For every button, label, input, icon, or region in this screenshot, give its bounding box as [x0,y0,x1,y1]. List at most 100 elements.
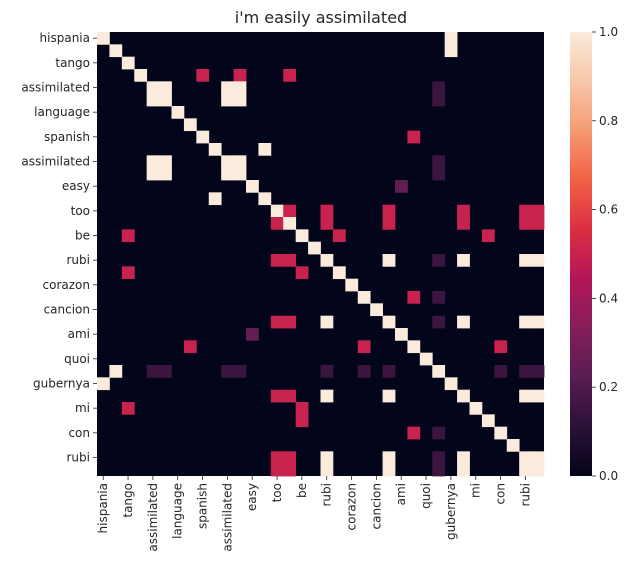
heatmap-cell [457,463,470,477]
heatmap-cell [121,266,135,280]
x-tick-label: be [295,483,309,498]
y-tick-label: language [34,105,90,119]
heatmap-cell [519,315,532,329]
x-tick-label: assimilated [146,483,160,552]
y-tick-label: gubernya [33,377,90,391]
heatmap-cell [246,180,259,193]
heatmap-cell [146,155,160,169]
heatmap-cell [146,93,160,107]
heatmap-cell [370,303,383,317]
heatmap-cell [432,365,446,378]
heatmap-cell [320,365,334,378]
heatmap-cell [407,340,421,354]
y-tick-label: con [68,426,90,440]
heatmap-cell [270,451,284,465]
heatmap-cell [432,81,446,95]
heatmap-cell [519,217,532,230]
heatmap-cell [221,93,234,107]
heatmap-cell [283,217,297,230]
heatmap-cell [531,389,545,403]
x-tick-label: mi [469,483,483,498]
x-tick-label: easy [245,483,259,511]
heatmap-cell [519,389,532,403]
heatmap-cell [457,217,470,230]
heatmap-cell [295,402,309,415]
heatmap-cell [531,217,545,230]
heatmap-cell [183,340,197,354]
x-tick-label: hispania [96,483,110,533]
heatmap-cell [444,32,458,45]
heatmap-cell [382,389,396,403]
heatmap-cell [159,365,172,378]
x-tick-label: gubernya [444,483,458,540]
y-tick-label: assimilated [21,81,90,95]
colorbar-tick-label: 0.8 [599,114,618,128]
heatmap-cell [320,204,334,218]
heatmap-cell [382,254,396,267]
heatmap-cell [146,167,160,181]
colorbar-tick-label: 1.0 [599,25,618,39]
heatmap-cell [345,278,359,292]
heatmap-cell [494,426,508,440]
heatmap-cell [432,254,446,267]
heatmap-cell [457,389,470,403]
x-tick-label: tango [121,483,135,518]
heatmap-cell [320,254,334,267]
heatmap-cell [332,229,346,243]
heatmap-cell [283,69,297,82]
heatmap-cell [432,451,446,465]
heatmap-cell [283,315,297,329]
heatmap-cell [506,439,520,452]
heatmap-cell [320,451,334,465]
heatmap-cells [97,32,545,477]
heatmap-cell [258,143,272,156]
heatmap-cell [494,340,508,354]
heatmap-cell [196,69,210,82]
heatmap-cell [407,291,421,304]
heatmap-cell [121,56,135,70]
heatmap-cell [320,463,334,477]
y-tick-label: hispania [40,31,90,45]
heatmap-cell [121,229,135,243]
chart-title: i'm easily assimilated [235,8,407,27]
heatmap-cell [531,254,545,267]
heatmap-cell [258,192,272,206]
heatmap-cell [519,204,532,218]
x-tick-label: rubi [518,483,532,507]
x-tick-label: cancion [369,483,383,529]
heatmap-cell [519,254,532,267]
heatmap-cell [519,451,532,465]
heatmap-cell [208,192,222,206]
heatmap-cell [382,463,396,477]
heatmap-cell [283,254,297,267]
heatmap-cell [283,451,297,465]
heatmap-cell [159,93,172,107]
x-tick-label: quoi [419,483,433,509]
heatmap-cell [444,377,458,391]
colorbar-tick-label: 0.6 [599,203,618,217]
heatmap-cell [320,389,334,403]
heatmap-cell [221,365,234,378]
heatmap-cell [332,266,346,280]
heatmap-cell [382,204,396,218]
heatmap-cell [320,217,334,230]
heatmap-cell [233,69,247,82]
heatmap-cell [183,118,197,132]
heatmap-cell [432,291,446,304]
heatmap-cell [146,365,160,378]
heatmap-cell [432,426,446,440]
heatmap-cell [221,155,234,169]
x-tick-label: corazon [345,483,359,530]
heatmap-cell [382,365,396,378]
y-tick-label: quoi [64,352,90,366]
heatmap-cell [270,254,284,267]
colorbar-tick-label: 0.2 [599,380,618,394]
heatmap-cell [432,93,446,107]
heatmap-cell [109,365,123,378]
heatmap-cell [221,81,234,95]
y-tick-label: easy [62,179,90,193]
heatmap-cell [395,328,408,341]
heatmap-cell [97,377,110,391]
heatmap-cell [432,463,446,477]
